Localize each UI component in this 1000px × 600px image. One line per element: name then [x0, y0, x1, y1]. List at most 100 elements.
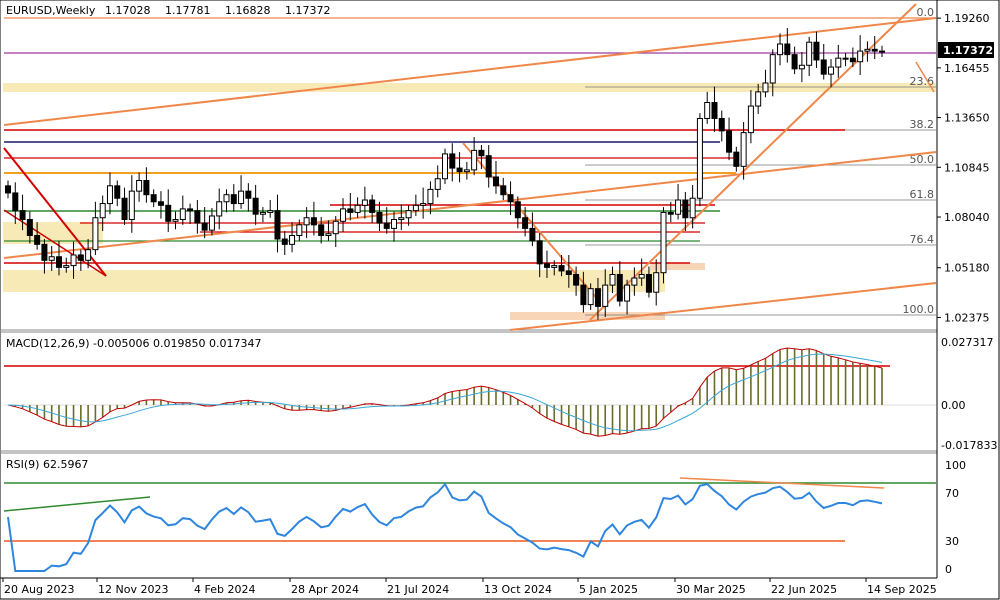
rsi-tick-30: 30 — [945, 535, 959, 548]
candle-body — [310, 217, 317, 226]
candle-body — [478, 149, 485, 157]
fib-label: 100.0 — [903, 303, 935, 316]
time-tick-label: 4 Feb 2024 — [194, 583, 255, 596]
candle-body — [85, 249, 92, 261]
candle-body — [150, 194, 157, 203]
time-tick-label: 12 Nov 2023 — [98, 583, 168, 596]
candle-body — [784, 43, 791, 56]
candle-body — [711, 102, 718, 119]
candle-body — [194, 210, 201, 224]
candle-body — [573, 273, 580, 286]
candle-body — [718, 117, 725, 132]
candle-body — [92, 217, 99, 251]
candle-body — [412, 204, 419, 212]
candle-body — [376, 211, 383, 224]
candle-body — [580, 284, 587, 306]
candle-body — [864, 48, 871, 52]
candle-body — [624, 284, 631, 302]
candlestick-series — [5, 28, 885, 320]
candle-body — [55, 256, 62, 268]
candle-body — [391, 219, 398, 229]
candle-body — [434, 178, 441, 190]
time-tick-label: 20 Aug 2023 — [4, 583, 74, 596]
candle-body — [41, 243, 48, 261]
candle-body — [726, 130, 733, 153]
header-open: 1.17028 — [105, 4, 151, 17]
candle-body — [631, 277, 638, 286]
price-axis: 1.19260 1.16455 1.13650 1.10845 1.08040 1.051… — [937, 12, 990, 324]
candle-body — [791, 54, 798, 70]
candle-body — [449, 153, 456, 169]
zone-bottom — [510, 312, 665, 320]
rsi-trendline-orange — [679, 477, 885, 489]
candle-body — [463, 169, 470, 173]
candle-body — [230, 194, 237, 205]
macd-histogram — [14, 347, 883, 437]
price-tick-label: 1.08040 — [944, 211, 990, 224]
candle-body — [675, 199, 682, 215]
header-low: 1.16828 — [225, 4, 271, 17]
candle-body — [267, 210, 274, 213]
time-axis: 20 Aug 2023 12 Nov 2023 4 Feb 2024 28 Apr 2… — [2, 578, 937, 596]
candle-body — [529, 227, 536, 242]
candle-body — [594, 288, 601, 307]
candle-body — [34, 234, 41, 245]
macd-signal-line — [7, 347, 883, 437]
candle-body — [398, 217, 405, 221]
trendline-projection — [915, 61, 935, 93]
candle-body — [442, 153, 448, 180]
candle-body — [99, 203, 106, 219]
candle-body — [485, 155, 492, 178]
macd-main-line — [7, 353, 883, 432]
header-close: 1.17372 — [285, 4, 331, 17]
candle-body — [48, 256, 55, 261]
candle-body — [201, 222, 208, 231]
candle-body — [427, 188, 434, 205]
candle-body — [842, 57, 849, 60]
candle-body — [769, 54, 776, 84]
time-tick-label: 21 Jul 2024 — [387, 583, 449, 596]
trendline-down-red-2 — [3, 209, 107, 277]
price-tick-label: 1.05180 — [944, 262, 990, 275]
macd-tick-top: 0.027317 — [941, 336, 994, 349]
candle-body — [208, 215, 215, 231]
candle-body — [813, 41, 820, 61]
candle-body — [653, 272, 660, 293]
candle-body — [405, 210, 412, 219]
candle-body — [5, 185, 11, 194]
candle-body — [325, 233, 332, 236]
candle-body — [616, 273, 623, 302]
candle-body — [70, 254, 77, 267]
candle-body — [638, 273, 645, 279]
candle-body — [223, 194, 230, 203]
rsi-tick-100: 100 — [945, 459, 966, 472]
candle-body — [806, 41, 813, 66]
fib-label: 50.0 — [910, 153, 935, 166]
candle-body — [667, 211, 674, 215]
price-tick-label: 1.10845 — [944, 161, 990, 174]
candle-body — [660, 211, 667, 274]
candle-body — [602, 284, 609, 307]
candle-body — [696, 117, 703, 199]
candle-body — [361, 199, 368, 206]
candle-body — [296, 224, 303, 236]
fibonacci-levels: 0.0 23.6 38.2 50.0 61.8 76.4 100.0 — [585, 6, 936, 316]
rsi-trendline-green — [3, 496, 151, 512]
candle-body — [12, 192, 19, 212]
candle-body — [121, 197, 128, 221]
candle-body — [704, 102, 711, 119]
candle-body — [157, 201, 164, 206]
time-tick-label: 5 Jan 2025 — [579, 583, 638, 596]
candle-body — [740, 132, 747, 167]
time-tick-label: 14 Sep 2025 — [867, 583, 937, 596]
candle-body — [857, 50, 864, 63]
candle-body — [252, 197, 259, 215]
candle-body — [456, 167, 463, 173]
zone-small — [650, 263, 705, 270]
trendline-lower-channel — [509, 282, 937, 331]
candle-body — [19, 210, 26, 221]
current-price-box — [938, 42, 994, 58]
candle-body — [187, 208, 194, 212]
candle-body — [143, 180, 150, 196]
